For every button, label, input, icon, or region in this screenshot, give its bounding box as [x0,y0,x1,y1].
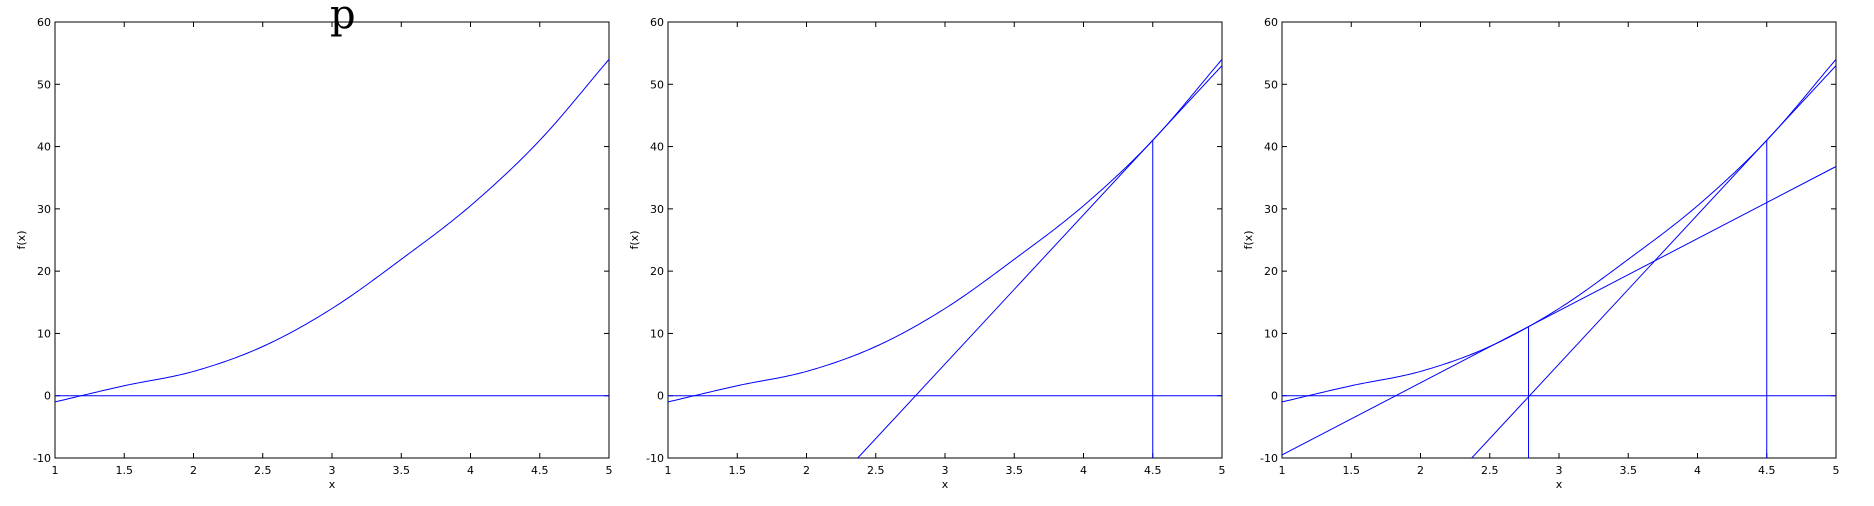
y-tick-label: 30 [37,203,51,216]
y-tick-label: 20 [650,265,664,278]
y-tick-label: 40 [1264,141,1278,154]
x-tick-label: 2.5 [1481,464,1499,477]
y-tick-label: 20 [37,265,51,278]
x-tick-label: 1.5 [116,464,134,477]
y-tick-label: 50 [650,78,664,91]
header-fragment: p [330,0,356,38]
x-tick-label: 1 [1279,464,1286,477]
x-tick-label: 2 [1417,464,1424,477]
x-tick-label: 1 [52,464,59,477]
y-tick-label: 30 [1264,203,1278,216]
y-tick-label: 40 [650,141,664,154]
x-axis-label: x [329,478,336,491]
x-tick-label: 3 [1556,464,1563,477]
y-axis-label: f(x) [1242,231,1255,250]
function-curve [668,59,1222,403]
x-tick-label: 4 [1694,464,1701,477]
x-tick-label: 5 [1833,464,1840,477]
x-tick-label: 2 [190,464,197,477]
y-tick-label: 10 [37,327,51,340]
plot-frame [667,21,1223,459]
y-tick-label: 60 [650,16,664,29]
x-tick-label: 1 [665,464,672,477]
y-tick-label: 30 [650,203,664,216]
x-tick-label: 5 [606,464,613,477]
tangent-line [857,65,1222,458]
x-tick-label: 4.5 [1144,464,1162,477]
plot-area [668,59,1222,458]
tangent-line [1282,166,1836,456]
x-tick-label: 3.5 [393,464,411,477]
x-tick-label: 3 [329,464,336,477]
function-curve [55,59,609,403]
chart-panel-1: 1 1.5 2 2.5 3 3.5 4 4.5 5 -10 0 10 20 30 40 50 60 x f(x) [15,16,613,491]
y-tick-label: 10 [650,327,664,340]
x-tick-label: 2 [803,464,810,477]
function-curve [1282,59,1836,403]
y-tick-label: 0 [44,390,51,403]
plot-area [1282,59,1836,458]
chart-panel-2: 1 1.5 2 2.5 3 3.5 4 4.5 5 -10 0 10 20 30 40 50 60 x f(x) [628,16,1226,491]
y-tick-label: -10 [646,452,664,465]
x-tick-label: 2.5 [867,464,885,477]
x-axis-label: x [1556,478,1563,491]
y-axis-label: f(x) [628,231,641,250]
x-tick-label: 3.5 [1620,464,1638,477]
x-axis-label: x [942,478,949,491]
x-tick-label: 3 [942,464,949,477]
y-tick-label: 60 [37,16,51,29]
x-tick-label: 5 [1219,464,1226,477]
y-tick-label: 40 [37,141,51,154]
x-tick-label: 2.5 [254,464,272,477]
y-tick-label: 10 [1264,327,1278,340]
y-tick-label: -10 [1260,452,1278,465]
plot-area [55,59,609,403]
chart-panel-3: 1 1.5 2 2.5 3 3.5 4 4.5 5 -10 0 10 20 30 40 50 60 x f(x) [1242,16,1840,491]
x-tick-label: 4 [467,464,474,477]
x-tick-label: 1.5 [1343,464,1361,477]
y-tick-label: -10 [33,452,51,465]
y-tick-label: 0 [657,390,664,403]
plot-frame [54,21,610,459]
x-tick-label: 1.5 [729,464,747,477]
x-tick-label: 4.5 [531,464,549,477]
y-axis-label: f(x) [15,231,28,250]
y-tick-label: 60 [1264,16,1278,29]
x-tick-label: 4.5 [1758,464,1776,477]
x-tick-label: 4 [1080,464,1087,477]
y-tick-label: 50 [37,78,51,91]
x-tick-label: 3.5 [1006,464,1024,477]
y-tick-label: 0 [1271,390,1278,403]
y-tick-label: 50 [1264,78,1278,91]
plot-frame [1281,21,1837,459]
y-tick-label: 20 [1264,265,1278,278]
